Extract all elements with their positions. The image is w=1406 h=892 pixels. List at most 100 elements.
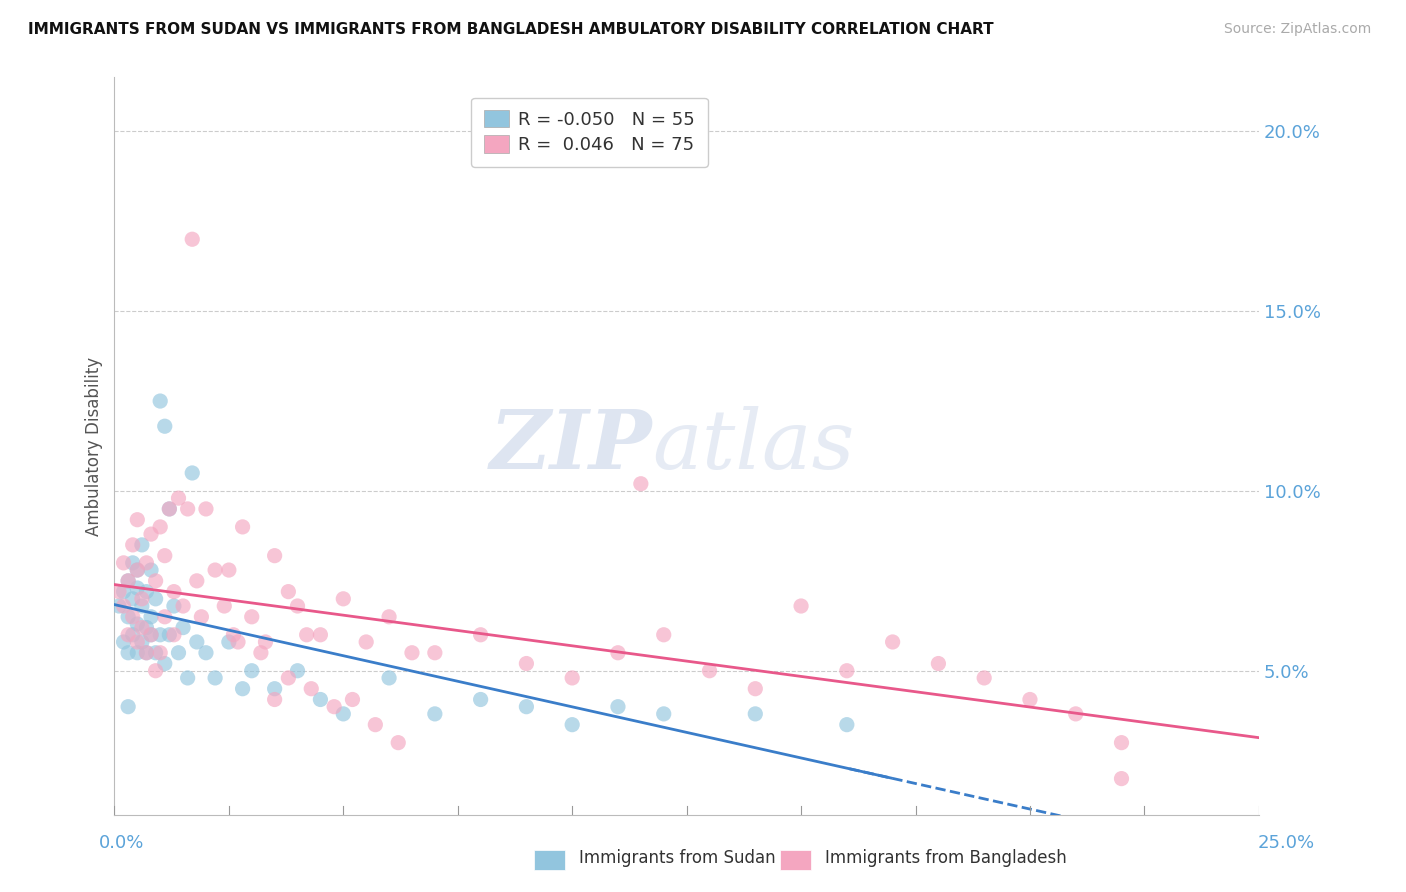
Point (630, 476, 652, 491)
Point (157, 502, 180, 516)
Point (470, 692, 492, 706)
Point (194, 502, 217, 516)
Point (222, 628, 245, 642)
Point (172, 621, 194, 635)
Point (117, 609, 139, 624)
Text: 0.0%: 0.0% (98, 834, 143, 852)
Point (157, 628, 180, 642)
Point (470, 628, 492, 642)
Point (121, 628, 143, 642)
Point (295, 628, 318, 642)
Point (149, 520, 172, 534)
Point (515, 657, 537, 671)
Point (882, 635, 904, 649)
Point (254, 635, 277, 649)
Point (153, 419, 176, 434)
Point (699, 664, 721, 678)
Point (927, 657, 949, 671)
Point (218, 635, 240, 649)
Point (135, 584, 157, 599)
Point (127, 581, 149, 595)
Point (139, 628, 162, 642)
Point (652, 628, 675, 642)
Text: atlas: atlas (652, 406, 855, 486)
Point (240, 609, 263, 624)
Point (139, 628, 162, 642)
Point (364, 717, 387, 731)
Point (139, 609, 162, 624)
Point (127, 646, 149, 660)
Point (190, 609, 212, 624)
Point (744, 681, 766, 696)
Point (121, 556, 143, 570)
Point (214, 599, 236, 613)
Point (790, 599, 813, 613)
Point (127, 635, 149, 649)
Point (194, 646, 217, 660)
Point (121, 538, 143, 552)
Point (1111, 772, 1133, 786)
Point (112, 635, 135, 649)
Point (176, 671, 198, 685)
Point (127, 617, 149, 632)
Point (108, 584, 131, 599)
Point (153, 549, 176, 563)
Point (835, 717, 858, 731)
Point (121, 609, 143, 624)
Point (354, 635, 377, 649)
Point (378, 671, 401, 685)
Point (218, 563, 240, 577)
Point (607, 699, 630, 714)
Point (277, 671, 299, 685)
Point (167, 491, 190, 505)
Point (287, 664, 309, 678)
Point (332, 591, 354, 606)
Point (112, 599, 135, 613)
Point (607, 646, 630, 660)
Point (131, 591, 153, 606)
Point (263, 549, 285, 563)
Y-axis label: Ambulatory Disability: Ambulatory Disability (86, 357, 103, 535)
Point (139, 563, 162, 577)
Point (176, 502, 198, 516)
Point (131, 621, 153, 635)
Point (309, 692, 332, 706)
Point (127, 513, 149, 527)
Point (149, 628, 172, 642)
Point (973, 671, 995, 685)
Point (1019, 692, 1042, 706)
Point (163, 628, 186, 642)
Text: ZIP: ZIP (489, 406, 652, 486)
Point (277, 584, 299, 599)
Point (250, 646, 273, 660)
Point (204, 563, 226, 577)
Point (139, 527, 162, 541)
Point (117, 574, 139, 588)
Point (263, 692, 285, 706)
Point (112, 556, 135, 570)
Point (181, 232, 204, 246)
Point (232, 681, 254, 696)
Point (652, 706, 675, 721)
Point (108, 599, 131, 613)
Point (332, 706, 354, 721)
Point (835, 664, 858, 678)
Point (172, 599, 194, 613)
Point (240, 664, 263, 678)
Point (515, 699, 537, 714)
Text: Immigrants from Sudan: Immigrants from Sudan (579, 849, 776, 867)
Point (135, 646, 157, 660)
Point (204, 671, 226, 685)
Point (117, 646, 139, 660)
Point (117, 699, 139, 714)
Point (167, 646, 190, 660)
Point (145, 646, 167, 660)
Point (226, 635, 249, 649)
Point (135, 646, 157, 660)
Point (135, 556, 157, 570)
Point (131, 599, 153, 613)
Point (135, 621, 157, 635)
Point (323, 699, 346, 714)
Point (153, 609, 176, 624)
Point (181, 466, 204, 480)
